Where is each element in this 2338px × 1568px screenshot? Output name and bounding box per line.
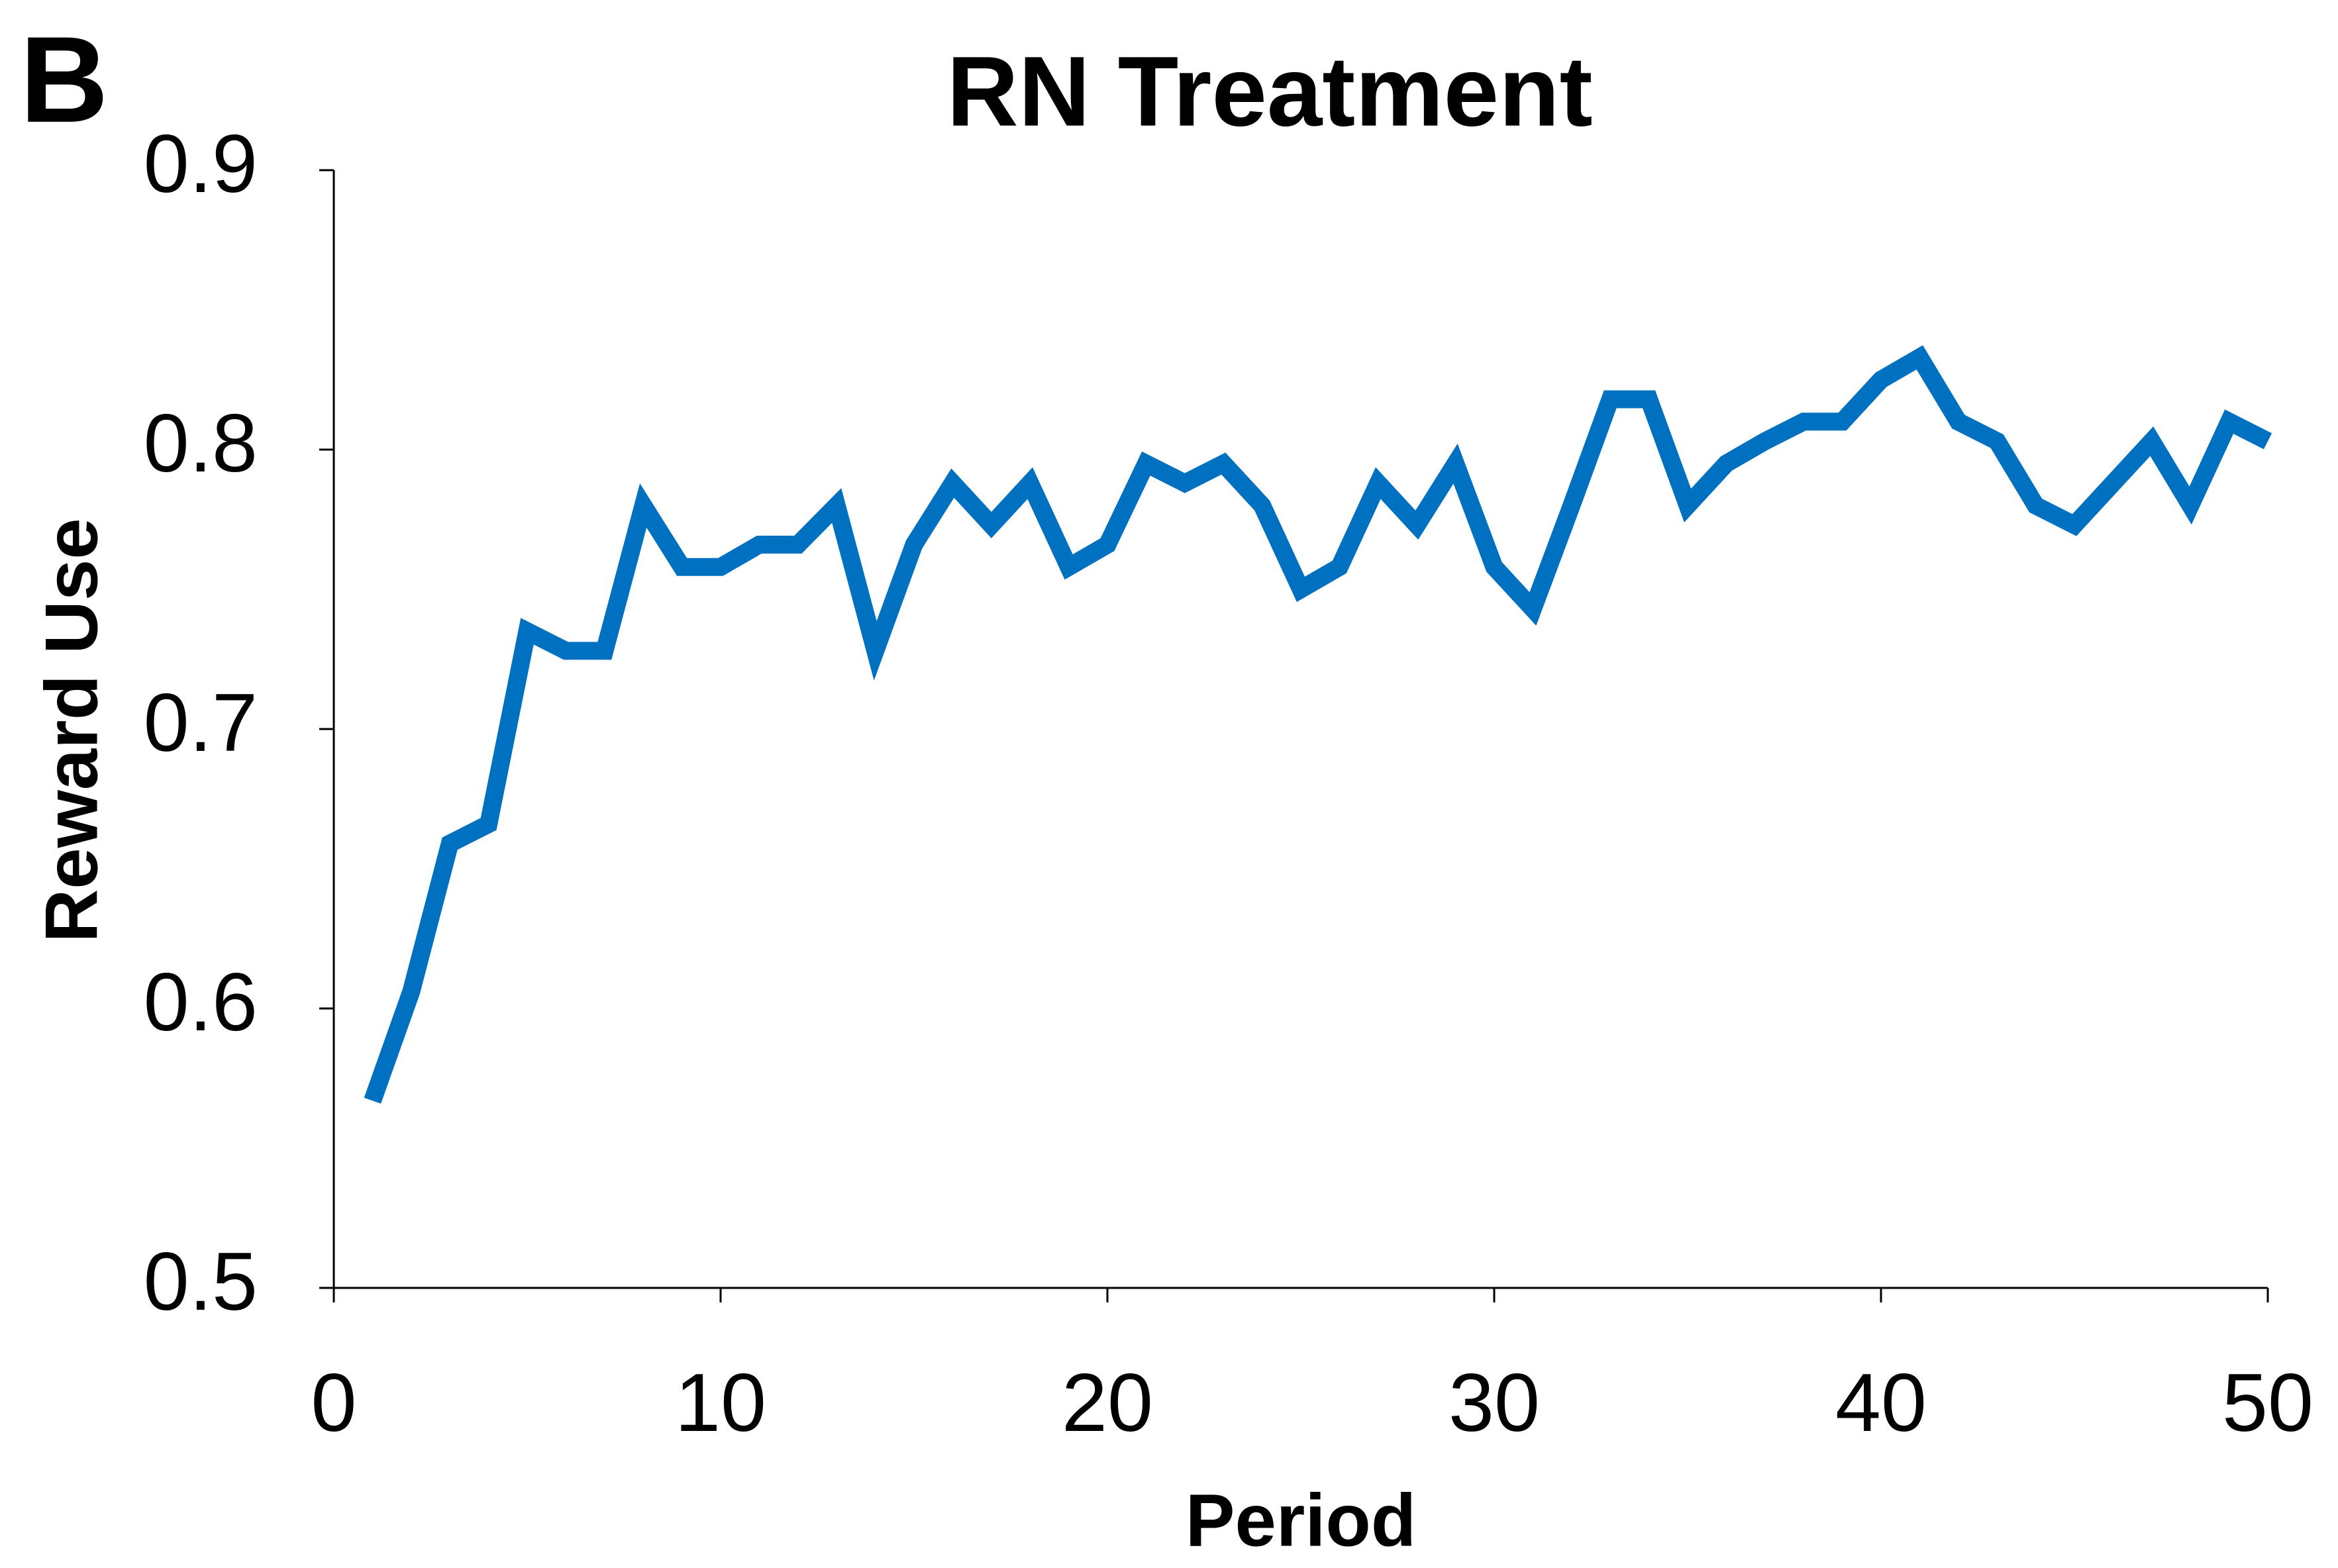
- x-tick-label: 10: [675, 1357, 766, 1449]
- x-tick-label: 0: [311, 1357, 357, 1449]
- y-tick-label: 0.5: [144, 1236, 258, 1328]
- panel-label: B: [20, 12, 109, 148]
- x-tick-label: 40: [1835, 1357, 1927, 1449]
- x-tick-label: 50: [2222, 1357, 2313, 1449]
- chart-title: RN Treatment: [946, 36, 1592, 147]
- y-tick-label: 0.9: [144, 119, 258, 210]
- y-tick-label: 0.7: [144, 677, 258, 769]
- y-tick-label: 0.8: [144, 398, 258, 489]
- x-axis-label: Period: [1186, 1479, 1417, 1562]
- y-tick-label: 0.6: [144, 957, 258, 1048]
- x-tick-label: 20: [1062, 1357, 1153, 1449]
- x-tick-label: 30: [1449, 1357, 1540, 1449]
- y-axis-label: Reward Use: [30, 518, 113, 942]
- data-line: [364, 345, 2272, 1104]
